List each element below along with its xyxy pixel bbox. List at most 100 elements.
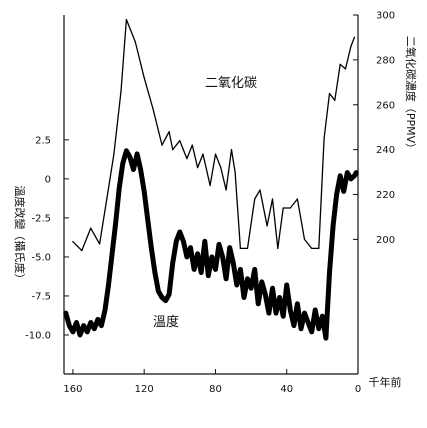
co2-point: [296, 198, 298, 200]
temperature-point: [92, 327, 96, 331]
co2-point: [120, 90, 122, 92]
co2-point: [152, 108, 154, 110]
co2-point: [172, 149, 174, 151]
co2-point: [339, 63, 341, 65]
temperature-point: [263, 293, 267, 296]
temperature-point: [331, 224, 335, 228]
temperature-point: [192, 268, 196, 271]
co2-point: [72, 241, 74, 243]
co2-point: [350, 45, 352, 48]
co2-point: [106, 198, 108, 200]
co2-point: [328, 92, 331, 95]
co2-point: [344, 68, 347, 70]
temperature-point: [239, 268, 242, 271]
co2-point: [323, 137, 325, 139]
temperature-point: [149, 246, 153, 250]
co2-point: [254, 198, 256, 200]
temperature-point: [246, 277, 249, 281]
temperature-point: [228, 246, 232, 250]
temperature-point: [253, 268, 257, 271]
temperature-point: [235, 283, 239, 287]
temperature-point: [206, 274, 210, 278]
temperature-point: [110, 252, 114, 256]
temperature-point: [182, 239, 185, 243]
temperature-point: [171, 261, 175, 265]
temperature-point: [217, 243, 221, 246]
temperature-point: [189, 246, 192, 250]
left-tick-label: -10.0: [25, 330, 51, 341]
series-group: [63, 18, 359, 341]
co2-point: [197, 167, 199, 169]
temperature-point: [221, 255, 225, 259]
x-tick-label: 80: [209, 384, 222, 395]
temperature-point: [146, 218, 150, 221]
temperature-point: [306, 321, 310, 324]
co2-point: [277, 247, 279, 249]
right-tick-label: 300: [376, 11, 395, 22]
x-axis-unit-label: 千年前: [369, 375, 402, 389]
co2-point: [220, 167, 222, 169]
temperature-point: [167, 293, 171, 296]
temperature-point: [178, 230, 182, 234]
co2-point: [113, 153, 115, 155]
temperature-point: [256, 302, 260, 306]
temperature-point: [75, 321, 78, 324]
temperature-point: [296, 302, 299, 306]
right-axis-title: 二氧化碳濃度（PPMV）: [404, 36, 418, 154]
co2-point: [334, 99, 336, 101]
temperature-point: [274, 311, 278, 315]
co2-point: [239, 247, 241, 249]
temperature-point: [353, 174, 356, 178]
temperature-point: [281, 314, 285, 318]
left-tick-label: -5.0: [31, 252, 51, 263]
temperature-point: [354, 171, 358, 175]
x-tick-label: 40: [280, 384, 293, 395]
temperature-point: [324, 336, 328, 340]
co2-point: [81, 250, 83, 252]
temperature-point: [121, 161, 125, 165]
temperature-point: [135, 152, 139, 156]
temperature-point: [139, 168, 143, 171]
co2-point: [143, 77, 145, 79]
co2-point: [214, 153, 217, 155]
temperature-point: [142, 190, 146, 193]
temperature-point: [125, 149, 128, 153]
co2-point: [209, 184, 211, 187]
temperature-point: [271, 286, 274, 290]
temperature-point: [310, 330, 314, 334]
temperature-point: [214, 268, 217, 271]
right-tick-label: 220: [376, 190, 395, 201]
co2-point: [266, 225, 268, 227]
temperature-point: [64, 311, 68, 315]
temperature-point: [242, 296, 246, 299]
temperature-point: [317, 327, 321, 331]
temperature-point: [85, 330, 89, 334]
co2-point: [282, 207, 284, 209]
co2-point: [202, 153, 204, 155]
temperature-point: [267, 311, 271, 315]
labels-group: 2.5 0 -2.5 -5.0 -7.5 -10.0 200 220 240 260 280 300 1…: [13, 11, 418, 396]
temperature-point: [89, 321, 93, 324]
right-tick-label: 200: [376, 235, 395, 246]
temperature-point: [78, 333, 82, 337]
temperature-point: [303, 311, 306, 315]
temperature-point: [313, 308, 317, 312]
x-tick-label: 120: [135, 384, 154, 395]
x-tick-label: 160: [63, 384, 82, 395]
temperature-point: [349, 177, 353, 181]
co2-point: [191, 144, 193, 146]
co2-point: [168, 131, 170, 133]
temperature-point: [338, 174, 342, 178]
co2-point: [246, 247, 249, 249]
co2-point: [259, 189, 261, 191]
temperature-point: [321, 314, 324, 318]
temperature-point: [224, 277, 228, 281]
left-tick-label: 2.5: [35, 135, 51, 146]
co2-point: [303, 238, 306, 240]
temperature-point: [292, 324, 296, 327]
temperature-point: [210, 255, 214, 259]
right-tick-label: 280: [376, 55, 395, 66]
temperature-point: [107, 283, 110, 287]
co2-point: [353, 36, 355, 39]
co2-point: [134, 41, 136, 43]
